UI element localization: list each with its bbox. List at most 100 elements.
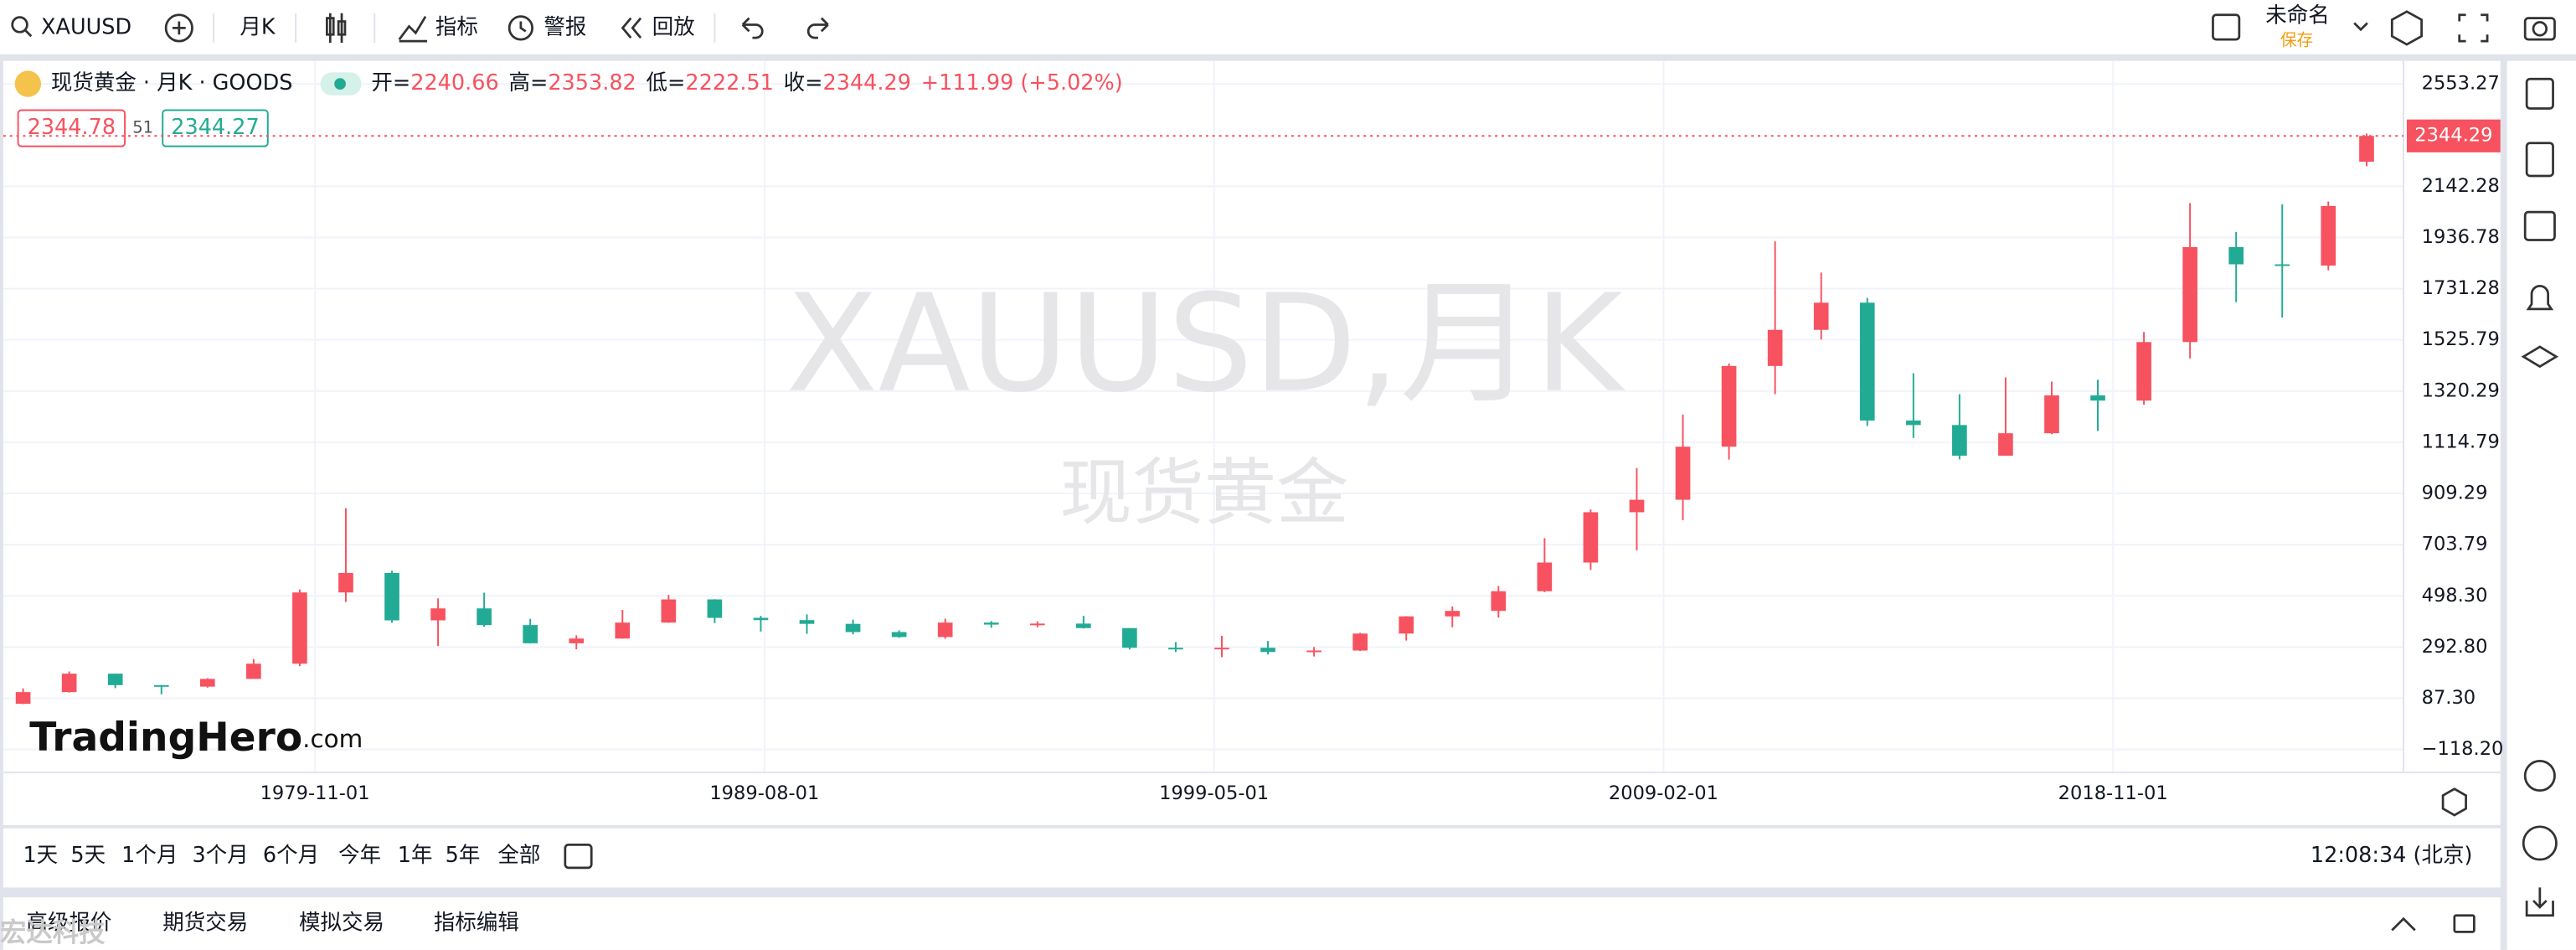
candle-body [1260,648,1275,653]
bottom-tab[interactable]: 高级报价 [26,911,111,936]
replay-button[interactable]: 回放 [652,14,695,39]
candle-body [615,622,631,639]
candle-body [1214,648,1229,650]
candle-body [1352,633,1368,651]
period-button[interactable]: 今年 [338,843,381,868]
y-tick-label: 703.79 [2422,534,2488,555]
candle-body [1537,562,1553,591]
legend-label: 高= [508,70,548,96]
y-tick-label: 292.80 [2422,636,2488,658]
top-toolbar [0,0,2576,54]
candle-body [661,599,677,623]
bottom-tab[interactable]: 模拟交易 [299,911,384,936]
layout-icon[interactable] [2212,13,2241,41]
period-button[interactable]: 3个月 [193,843,249,868]
x-tick-label: 1979-11-01 [260,782,370,804]
watchlist-icon[interactable] [2525,77,2554,110]
axis-settings-icon[interactable] [2441,787,2467,817]
bottom-tab[interactable]: 期货交易 [162,911,248,936]
period-button[interactable]: 全部 [497,843,540,868]
candle-body [384,572,399,621]
candle-body [937,622,953,638]
redo-icon[interactable] [806,17,829,39]
details-icon[interactable] [2525,142,2554,178]
candle-body [15,692,31,705]
y-tick-label: 1114.79 [2422,431,2500,452]
y-tick-label: 498.30 [2422,585,2488,607]
candle-body [1629,499,1645,513]
layout-menu-icon[interactable] [2353,22,2368,32]
candle-body [246,663,261,679]
legend-values: 开=2240.66 高=2353.82 低=2222.51 收=2344.29 +111… [371,70,1122,96]
search-icon[interactable] [11,16,33,38]
download-icon[interactable] [2525,887,2554,917]
candle-body [1998,433,2013,456]
bottom-tab[interactable]: 指标编辑 [434,911,519,936]
candle-body [2321,205,2336,266]
period-button[interactable]: 6个月 [263,843,319,868]
candle-body [2228,246,2244,265]
candle-body [338,572,353,593]
legend-label: 开= [371,70,410,96]
date-range-icon[interactable] [564,844,593,870]
candle-body [477,608,492,626]
candle-body [1859,302,1875,421]
grid [3,60,2404,773]
spread: 51 [132,118,153,137]
save-button[interactable]: 保存 [2280,31,2313,50]
legend-change: +111.99 (+5.02%) [921,70,1123,96]
legend-value: 2344.29 [823,70,911,96]
legend-label: 收= [784,70,823,96]
undo-icon[interactable] [741,17,764,39]
indicators-button[interactable]: 指标 [435,14,478,39]
ask-box[interactable] [162,109,269,147]
replay-icon[interactable] [621,17,642,39]
candle-body [2182,246,2197,343]
candle-body [1721,365,1737,447]
interval[interactable]: 月K [240,14,276,39]
candle-body [2090,395,2105,401]
calendar-icon[interactable] [2523,210,2556,241]
layers-icon[interactable] [2521,345,2559,369]
candle-body [753,617,769,621]
symbol[interactable]: XAUUSD [41,14,131,39]
alerts-icon[interactable] [507,15,533,41]
y-tick-label: 1525.79 [2422,328,2500,350]
y-tick-label: 1731.28 [2422,277,2500,299]
candle-body [1445,611,1461,617]
screenshot-icon[interactable] [2523,17,2556,41]
settings-icon[interactable] [2390,10,2423,46]
candle-body [2275,264,2290,266]
candle-body [61,674,77,693]
logo-suffix: .com [302,724,363,752]
candle-body [199,679,215,687]
y-tick-label: −118.20 [2422,738,2504,760]
candle-body [1813,302,1829,330]
y-tick-label: 2142.28 [2422,175,2500,197]
help-icon[interactable] [2522,825,2558,861]
alerts-button[interactable]: 警报 [544,14,586,39]
period-button[interactable]: 1天 [23,843,58,868]
last-price-label: 2344.29 [2414,125,2492,147]
notification-icon[interactable] [2526,285,2554,311]
layout-name[interactable]: 未命名 [2265,3,2330,28]
candle-body [799,620,815,624]
period-button[interactable]: 1年 [398,843,433,868]
period-button[interactable]: 5天 [70,843,106,868]
collapse-icon[interactable] [2391,916,2416,932]
fullscreen-icon[interactable] [2458,13,2489,43]
indicators-icon[interactable] [398,15,428,43]
period-button[interactable]: 1个月 [121,843,178,868]
watermark-name: 现货黄金 [1059,452,1348,535]
add-symbol-icon[interactable] [164,13,193,43]
candle-body [707,599,723,618]
clock: 12:08:34 (北京) [2311,843,2473,868]
legend-value: 2240.66 [410,70,498,96]
support-icon[interactable] [2523,759,2556,793]
maximize-icon[interactable] [2453,914,2476,933]
chart-type-icon[interactable] [326,13,347,44]
bid-price[interactable]: 2344.78 [28,115,116,140]
period-button[interactable]: 5年 [446,843,481,868]
bid-box[interactable] [17,109,126,147]
